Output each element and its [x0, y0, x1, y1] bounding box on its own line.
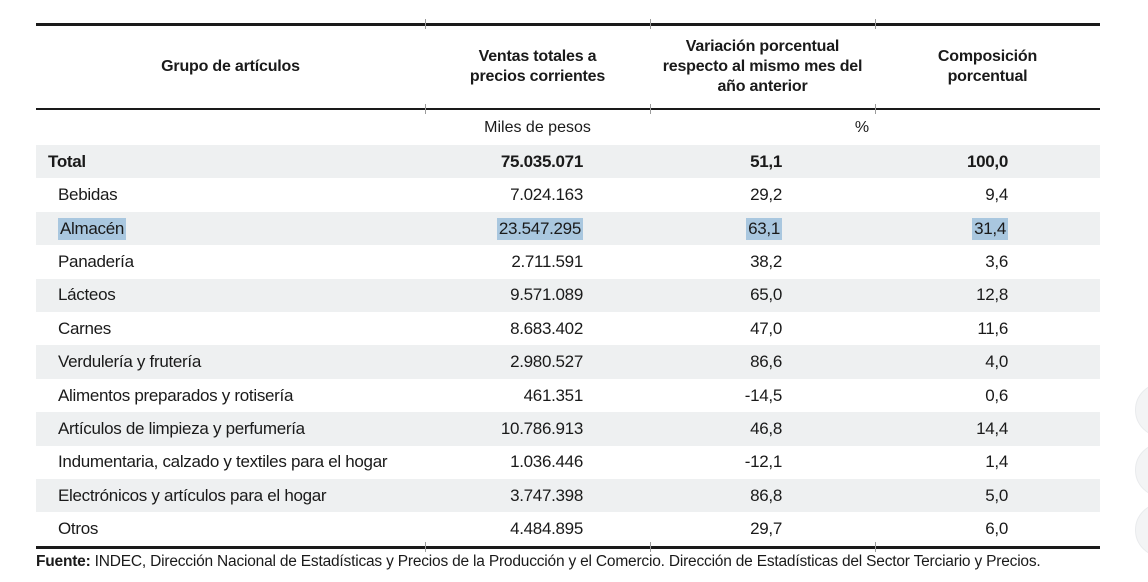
row-label: Carnes — [58, 318, 112, 338]
row-ventas: 461.351 — [523, 385, 584, 405]
table-row: Electrónicos y artículos para el hogar 3… — [36, 479, 1100, 513]
row-variacion: 47,0 — [750, 318, 782, 338]
column-tick — [650, 542, 651, 552]
column-header-grupo: Grupo de artículos — [161, 58, 300, 75]
row-variacion: 63,1 — [650, 217, 875, 240]
row-variacion: 38,2 — [750, 251, 782, 271]
row-label: Verdulería y frutería — [58, 352, 201, 372]
row-composicion: 3,6 — [985, 251, 1008, 271]
selected-text: 23.547.295 — [496, 217, 583, 240]
row-variacion: 65,0 — [750, 285, 782, 305]
row-variacion: 86,6 — [750, 352, 782, 372]
row-composicion: 1,4 — [985, 452, 1008, 472]
column-tick — [425, 104, 426, 114]
row-label: Total — [48, 151, 86, 171]
row-ventas: 1.036.446 — [510, 452, 583, 472]
selected-text: 31,4 — [972, 217, 1008, 240]
row-ventas: 3.747.398 — [510, 485, 583, 505]
row-label: Electrónicos y artículos para el hogar — [58, 485, 327, 505]
row-composicion: 12,8 — [976, 285, 1008, 305]
source-label: Fuente: — [36, 553, 91, 570]
table-row: Alimentos preparados y rotisería 461.351… — [36, 379, 1100, 412]
row-variacion: 29,2 — [750, 185, 782, 205]
row-variacion: 86,8 — [750, 485, 782, 505]
column-tick — [875, 19, 876, 29]
row-label: Panadería — [58, 251, 134, 271]
row-label: Indumentaria, calzado y textiles para el… — [58, 452, 388, 472]
row-composicion: 14,4 — [976, 418, 1008, 438]
row-variacion: 46,8 — [750, 418, 782, 438]
table-row: Artículos de limpieza y perfumería 10.78… — [36, 412, 1100, 446]
selected-text: Almacén — [58, 217, 127, 240]
floating-action-button[interactable] — [1135, 383, 1148, 437]
row-ventas: 7.024.163 — [510, 185, 583, 205]
row-composicion: 9,4 — [985, 185, 1008, 205]
column-header-variacion: Variación porcentual respecto al mismo m… — [662, 38, 863, 95]
row-label: Almacén — [36, 217, 425, 240]
floating-action-button[interactable] — [1135, 503, 1148, 557]
row-ventas: 23.547.295 — [425, 217, 650, 240]
row-composicion: 6,0 — [985, 519, 1008, 539]
row-ventas: 9.571.089 — [510, 285, 583, 305]
floating-action-button[interactable] — [1135, 443, 1148, 497]
row-ventas: 2.980.527 — [510, 352, 583, 372]
row-composicion: 31,4 — [875, 217, 1100, 240]
row-label: Otros — [58, 519, 99, 539]
table-row: Indumentaria, calzado y textiles para el… — [36, 446, 1100, 479]
row-variacion: 51,1 — [750, 151, 782, 171]
column-header-composicion: Composición porcentual — [937, 48, 1038, 85]
row-label: Alimentos preparados y rotisería — [58, 385, 294, 405]
row-variacion: -14,5 — [744, 385, 783, 405]
column-header-ventas: Ventas totales a precios corrientes — [469, 48, 606, 85]
row-ventas: 8.683.402 — [510, 318, 583, 338]
table-row: Otros 4.484.895 29,7 6,0 — [36, 512, 1100, 545]
units-miles-de-pesos: Miles de pesos — [484, 118, 591, 136]
row-composicion: 100,0 — [966, 151, 1008, 171]
row-label: Bebidas — [58, 185, 118, 205]
column-tick — [650, 104, 651, 114]
stats-table-body: Total 75.035.071 51,1 100,0 Bebidas 7.02… — [36, 145, 1100, 546]
units-row: Miles de pesos % — [36, 110, 1100, 145]
row-composicion: 0,6 — [985, 385, 1008, 405]
row-variacion: -12,1 — [744, 452, 783, 472]
column-tick — [875, 104, 876, 114]
source-note: Fuente: INDEC, Dirección Nacional de Est… — [36, 552, 1136, 572]
row-composicion: 5,0 — [985, 485, 1008, 505]
row-ventas: 2.711.591 — [511, 251, 583, 271]
row-variacion: 29,7 — [750, 519, 782, 539]
selected-text: 63,1 — [746, 217, 782, 240]
table-header-row: Grupo de artículos Ventas totales a prec… — [36, 26, 1100, 108]
row-ventas: 4.484.895 — [510, 519, 583, 539]
row-ventas: 10.786.913 — [500, 418, 583, 438]
column-tick — [425, 19, 426, 29]
table-row-selected: Almacén 23.547.295 63,1 31,4 — [36, 211, 1100, 246]
row-composicion: 11,6 — [977, 318, 1008, 338]
units-percent: % — [854, 118, 870, 136]
table-row-total: Total 75.035.071 51,1 100,0 — [36, 145, 1100, 179]
row-composicion: 4,0 — [985, 352, 1008, 372]
row-label: Artículos de limpieza y perfumería — [58, 418, 305, 438]
table-header-rule — [36, 104, 1100, 114]
table-row: Panadería 2.711.591 38,2 3,6 — [36, 245, 1100, 278]
table-bottom-rule — [36, 542, 1100, 552]
column-tick — [425, 542, 426, 552]
table-top-rule — [36, 19, 1100, 29]
table-row: Verdulería y frutería 2.980.527 86,6 4,0 — [36, 345, 1100, 379]
table-row: Bebidas 7.024.163 29,2 9,4 — [36, 178, 1100, 211]
column-tick — [650, 19, 651, 29]
row-label: Lácteos — [58, 285, 116, 305]
column-tick — [875, 542, 876, 552]
row-ventas: 75.035.071 — [500, 151, 583, 171]
table-row: Carnes 8.683.402 47,0 11,6 — [36, 312, 1100, 345]
table-row: Lácteos 9.571.089 65,0 12,8 — [36, 278, 1100, 313]
source-text: INDEC, Dirección Nacional de Estadística… — [90, 553, 1041, 570]
